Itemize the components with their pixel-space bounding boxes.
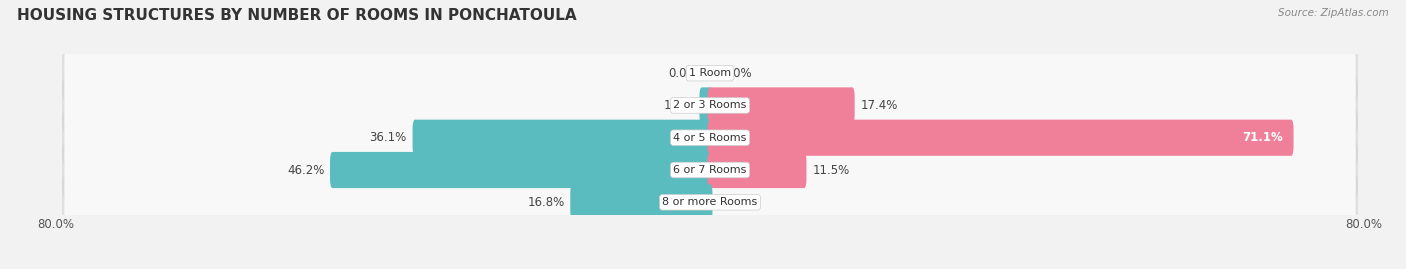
FancyBboxPatch shape <box>62 76 1358 134</box>
FancyBboxPatch shape <box>65 77 1355 134</box>
FancyBboxPatch shape <box>65 174 1355 231</box>
FancyBboxPatch shape <box>62 173 1358 231</box>
FancyBboxPatch shape <box>65 45 1355 102</box>
Text: 1.0%: 1.0% <box>664 99 693 112</box>
FancyBboxPatch shape <box>707 87 855 123</box>
FancyBboxPatch shape <box>65 109 1355 166</box>
FancyBboxPatch shape <box>62 141 1358 199</box>
Text: 0.0%: 0.0% <box>723 196 752 209</box>
Text: 4 or 5 Rooms: 4 or 5 Rooms <box>673 133 747 143</box>
Text: 11.5%: 11.5% <box>813 164 849 176</box>
Text: HOUSING STRUCTURES BY NUMBER OF ROOMS IN PONCHATOULA: HOUSING STRUCTURES BY NUMBER OF ROOMS IN… <box>17 8 576 23</box>
Text: 36.1%: 36.1% <box>370 131 406 144</box>
FancyBboxPatch shape <box>62 109 1358 167</box>
FancyBboxPatch shape <box>699 87 713 123</box>
Text: 17.4%: 17.4% <box>860 99 898 112</box>
FancyBboxPatch shape <box>707 152 807 188</box>
FancyBboxPatch shape <box>62 44 1358 102</box>
Text: 2 or 3 Rooms: 2 or 3 Rooms <box>673 100 747 111</box>
Text: 8 or more Rooms: 8 or more Rooms <box>662 197 758 207</box>
Text: 71.1%: 71.1% <box>1241 131 1282 144</box>
Text: 16.8%: 16.8% <box>527 196 565 209</box>
Text: 1 Room: 1 Room <box>689 68 731 78</box>
FancyBboxPatch shape <box>571 184 713 220</box>
Text: 46.2%: 46.2% <box>287 164 325 176</box>
Text: Source: ZipAtlas.com: Source: ZipAtlas.com <box>1278 8 1389 18</box>
FancyBboxPatch shape <box>330 152 713 188</box>
Text: 6 or 7 Rooms: 6 or 7 Rooms <box>673 165 747 175</box>
FancyBboxPatch shape <box>707 120 1294 156</box>
Text: 0.0%: 0.0% <box>668 67 697 80</box>
Text: 0.0%: 0.0% <box>723 67 752 80</box>
FancyBboxPatch shape <box>412 120 713 156</box>
FancyBboxPatch shape <box>65 141 1355 199</box>
